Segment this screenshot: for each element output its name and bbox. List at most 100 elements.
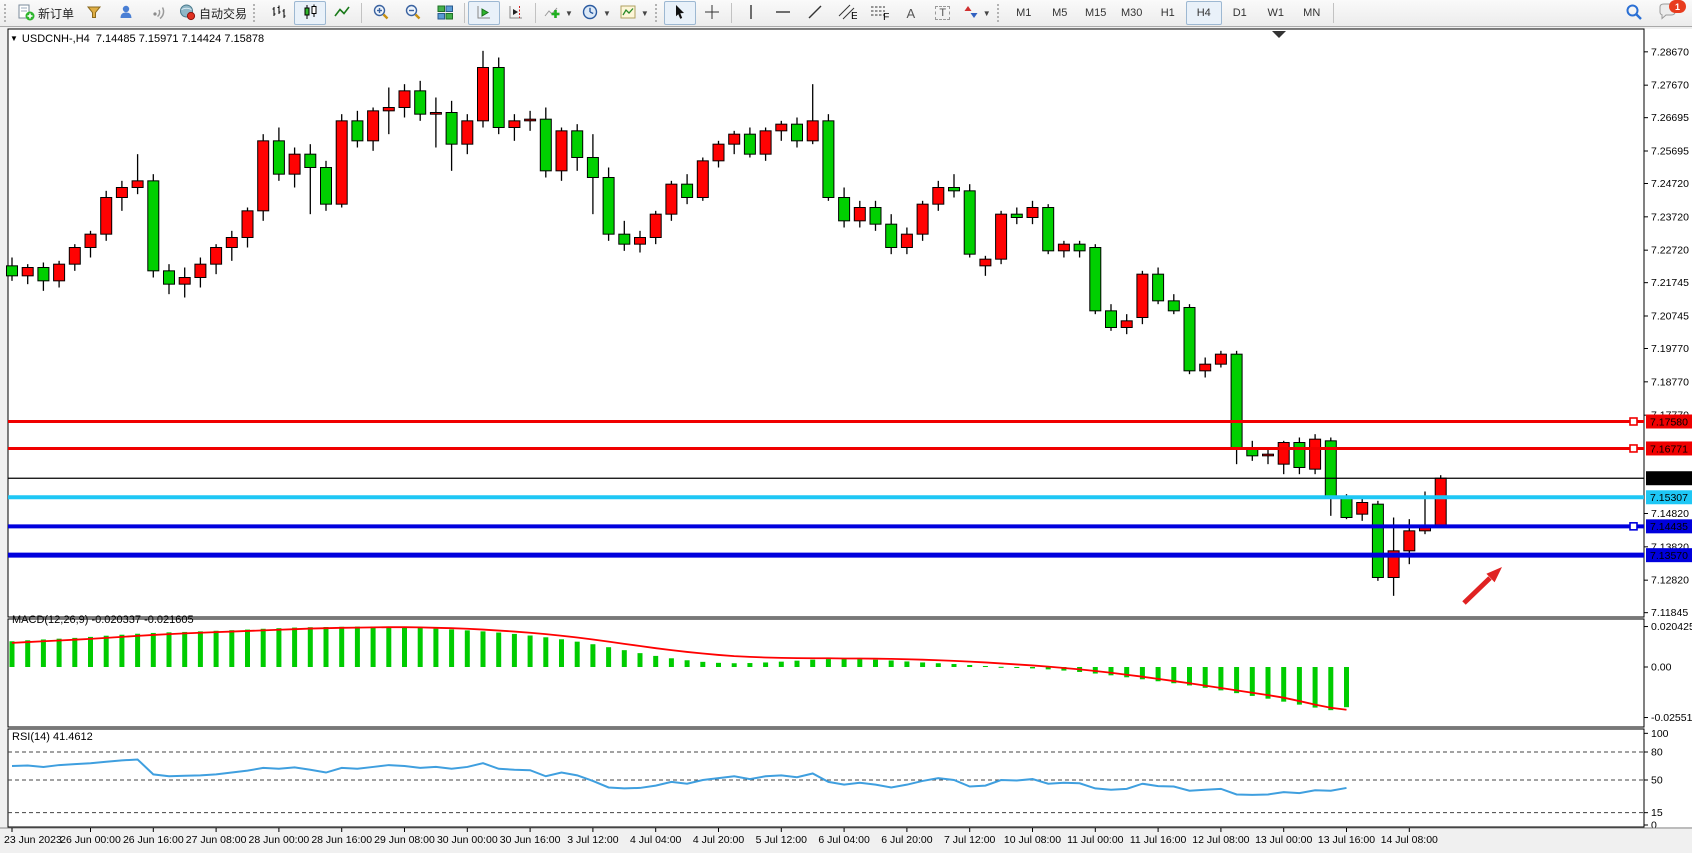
periods-button[interactable]: ▼ (577, 1, 615, 25)
funnel-button[interactable] (78, 1, 110, 25)
bar-chart-icon (269, 3, 287, 24)
macd-histogram-bar (527, 635, 533, 667)
candle-body (429, 112, 442, 115)
new-order-button[interactable]: 新订单 (13, 1, 78, 25)
fibonacci-button[interactable]: F (863, 1, 895, 25)
community-button[interactable] (110, 1, 142, 25)
line-chart-button[interactable] (326, 1, 358, 25)
vertical-line-button[interactable] (735, 1, 767, 25)
candle-body (382, 107, 395, 112)
candlestick-chart-icon (301, 3, 319, 24)
price-tick-label: 7.24720 (1651, 178, 1689, 190)
candle-body (131, 180, 144, 188)
text-button[interactable]: A (895, 1, 927, 25)
text-label-button[interactable]: T (927, 1, 959, 25)
crosshair-icon (703, 3, 721, 24)
timeframe-button-h4[interactable]: H4 (1185, 1, 1222, 25)
macd-panel[interactable] (7, 618, 1645, 728)
rsi-panel[interactable] (7, 728, 1645, 828)
macd-histogram-bar (606, 647, 612, 667)
auto-scroll-icon (475, 3, 493, 24)
line-handle[interactable] (1629, 522, 1638, 531)
candle-body (320, 167, 332, 205)
auto-scroll-button[interactable] (468, 1, 501, 25)
dropdown-arrow-icon: ▼ (982, 8, 991, 18)
line-chart-icon (333, 3, 351, 24)
macd-histogram-bar (464, 630, 470, 667)
price-tick-label: 7.14820 (1651, 508, 1689, 520)
timeframe-button-m15[interactable]: M15 (1085, 7, 1107, 19)
bar-chart-button[interactable] (262, 1, 294, 25)
autotrading-label: 自动交易 (199, 6, 248, 21)
new-order-label: 新订单 (38, 6, 75, 21)
toolbar-drag-handle[interactable] (654, 4, 660, 22)
symbol-dropdown-icon[interactable]: ▼ (10, 34, 18, 43)
macd-histogram-bar (1344, 667, 1349, 708)
line-handle[interactable] (1629, 417, 1638, 426)
timeframe-button-w1[interactable]: W1 (1267, 7, 1284, 19)
trend-arrow-head[interactable] (1486, 567, 1502, 583)
time-label: 26 Jun 16:00 (123, 834, 184, 846)
timeframe-button-mn[interactable]: MN (1303, 7, 1321, 19)
tile-windows-button[interactable] (429, 1, 461, 25)
indicators-button[interactable]: ▼ (539, 1, 577, 25)
candle-body (853, 207, 866, 222)
main-chart-panel[interactable] (7, 28, 1645, 618)
macd-histogram-bar (1202, 667, 1208, 688)
candle-body (586, 157, 599, 178)
crosshair-button[interactable] (696, 1, 728, 25)
notifications-button[interactable]: 1 (1650, 0, 1686, 26)
time-label: 28 Jun 00:00 (249, 834, 310, 846)
timeframe-button-d1[interactable]: D1 (1232, 7, 1247, 19)
macd-histogram-bar (135, 633, 141, 667)
dropdown-arrow-icon: ▼ (602, 8, 611, 18)
candle-body (838, 197, 851, 222)
candlestick-chart-button[interactable] (294, 1, 327, 25)
arrows-button[interactable]: ▼ (959, 1, 995, 25)
toolbar-separator (361, 3, 363, 23)
templates-button[interactable]: ▼ (615, 1, 653, 25)
toolbar: 新订单 自动交易 ▼ ▼ ▼ E F A (0, 0, 1692, 27)
candle-body (681, 183, 694, 199)
signals-button[interactable] (142, 1, 174, 25)
equidistant-channel-button[interactable]: E (831, 1, 863, 25)
macd-histogram-bar (1155, 667, 1161, 682)
search-button[interactable] (1618, 1, 1650, 25)
toolbar-drag-handle[interactable] (996, 4, 1002, 22)
autotrading-button[interactable]: 自动交易 (174, 1, 251, 25)
macd-histogram-bar (841, 658, 847, 667)
timeframe-button-m30[interactable]: M30 (1121, 7, 1143, 19)
candle-body (194, 263, 207, 278)
toolbar-drag-handle[interactable] (253, 4, 258, 22)
macd-histogram-bar (1124, 667, 1130, 678)
macd-histogram-bar (920, 662, 926, 667)
timeframe-button-m1[interactable]: M1 (1016, 7, 1032, 19)
candle-body (1010, 213, 1023, 219)
chart-shift-marker[interactable] (1272, 31, 1286, 38)
time-label: 6 Jul 20:00 (881, 834, 933, 846)
candle-body (1136, 273, 1149, 318)
line-handle[interactable] (1629, 444, 1638, 453)
horizontal-line-button[interactable] (767, 1, 799, 25)
last-price-chip-label: 7.15878 (1650, 473, 1688, 485)
cursor-button[interactable] (663, 1, 696, 25)
time-label: 3 Jul 12:00 (567, 834, 619, 846)
timeframe-button-m5[interactable]: M5 (1052, 7, 1068, 19)
macd-histogram-bar (559, 639, 564, 667)
macd-histogram-bar (825, 659, 831, 667)
candle-body (351, 120, 364, 142)
trend-arrow-shaft[interactable] (1462, 576, 1492, 605)
timeframe-button-h1[interactable]: H1 (1160, 7, 1175, 19)
candle-body (6, 265, 18, 277)
chart-title: ▼ USDCNH-,H4 7.14485 7.15971 7.14424 7.15… (10, 33, 264, 45)
zoom-in-button[interactable] (365, 1, 397, 25)
zoom-out-button[interactable] (397, 1, 429, 25)
toolbar-separator (464, 3, 466, 23)
trendline-button[interactable] (799, 1, 831, 25)
price-tick-label: 7.27670 (1651, 80, 1689, 92)
toolbar-drag-handle[interactable] (4, 4, 9, 22)
svg-text:F: F (883, 11, 889, 21)
candle-body (995, 213, 1008, 260)
chart-shift-button[interactable] (500, 1, 532, 25)
